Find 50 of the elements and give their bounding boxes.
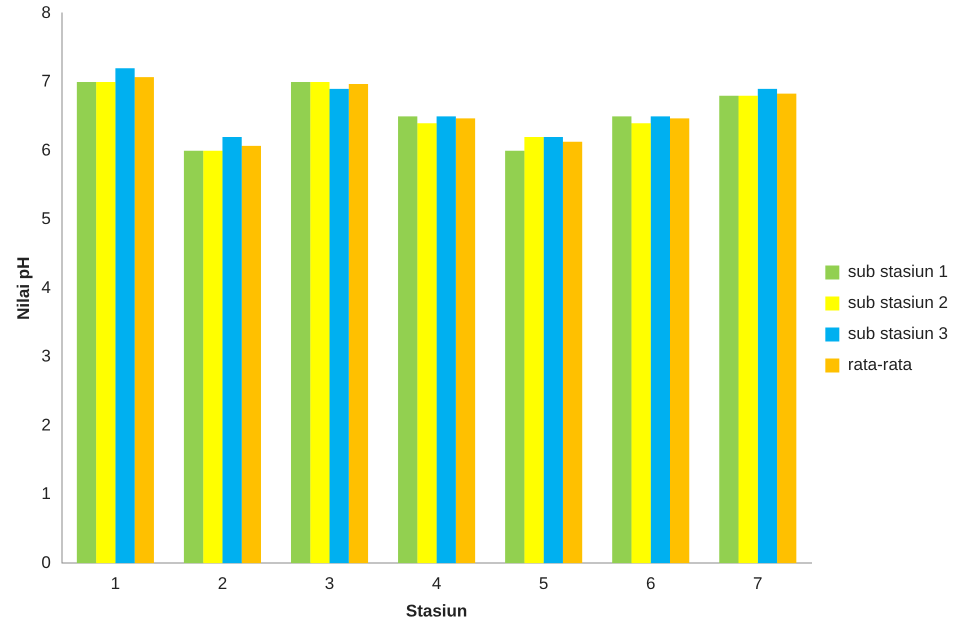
y-tick-label: 4	[41, 278, 51, 297]
bar	[96, 82, 116, 564]
x-tick-label: 7	[753, 574, 763, 594]
bar	[203, 150, 222, 564]
y-axis-title: Nilai pH	[14, 256, 33, 320]
bar	[612, 116, 632, 564]
legend-label: sub stasiun 1	[848, 262, 948, 282]
bar	[184, 150, 204, 564]
bar	[456, 118, 476, 564]
y-tick-label: 0	[41, 552, 51, 572]
y-tick-label: 1	[41, 484, 51, 504]
bar	[544, 136, 563, 564]
bar	[242, 146, 261, 564]
legend-label: rata-rata	[848, 355, 913, 374]
y-tick-label: 5	[41, 209, 51, 228]
bar	[436, 116, 456, 564]
y-tick-label: 6	[41, 140, 51, 160]
y-tick-label: 3	[41, 346, 51, 366]
bar	[134, 77, 154, 564]
x-tick-label: 5	[538, 574, 548, 594]
bar	[76, 82, 96, 564]
bar	[348, 84, 368, 564]
y-tick-label: 7	[41, 72, 51, 91]
bar	[631, 123, 651, 564]
bar	[650, 116, 670, 564]
bar	[310, 82, 330, 564]
bar	[115, 68, 135, 564]
bar	[330, 88, 349, 564]
legend-label: sub stasiun 2	[848, 293, 948, 312]
bar	[738, 96, 758, 564]
y-tick-label: 8	[41, 2, 51, 22]
legend-label: sub stasiun 3	[848, 324, 948, 344]
x-axis-title: Stasiun	[406, 601, 468, 620]
x-tick-label: 3	[324, 574, 334, 594]
bar	[777, 94, 796, 564]
x-tick-label: 4	[432, 574, 442, 594]
x-tick-label: 1	[110, 574, 120, 594]
x-tick-label: 2	[218, 574, 228, 594]
bar	[505, 150, 524, 564]
bar	[417, 123, 437, 564]
bar	[524, 136, 544, 564]
bar	[398, 116, 418, 564]
bar	[290, 82, 310, 564]
bar	[719, 96, 739, 564]
bar	[670, 118, 690, 564]
bar	[222, 136, 242, 564]
bar	[562, 142, 582, 564]
bar	[758, 88, 778, 564]
x-tick-label: 6	[646, 574, 656, 594]
y-tick-label: 2	[41, 415, 51, 434]
